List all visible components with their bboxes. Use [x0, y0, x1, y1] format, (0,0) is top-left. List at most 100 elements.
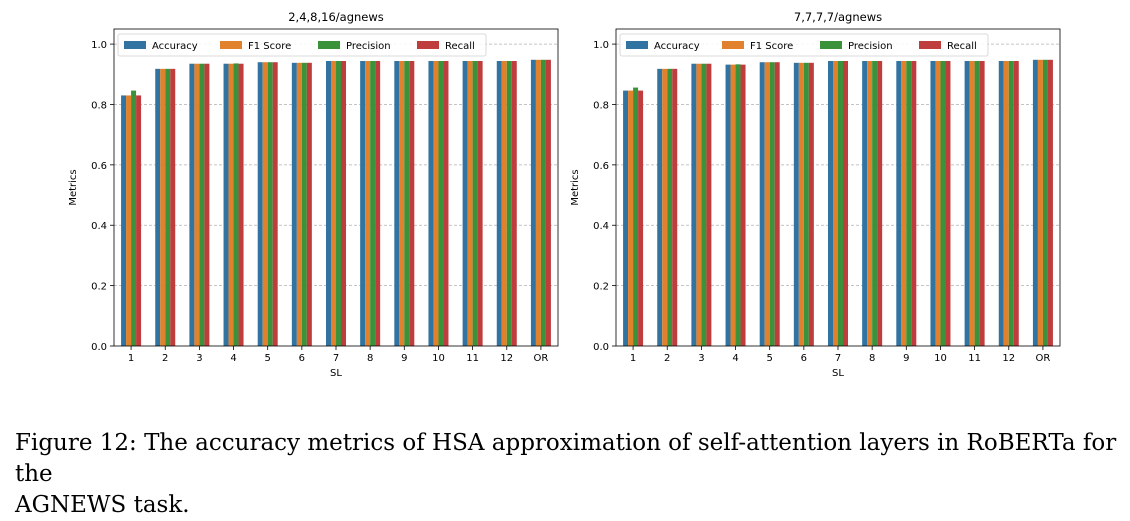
bar-accuracy [623, 90, 629, 347]
bar-recall [706, 63, 712, 346]
bar-accuracy [291, 62, 297, 347]
bar-f1-score [764, 62, 770, 346]
y-tick-label: 0.6 [593, 161, 609, 172]
bar-recall [545, 59, 551, 347]
bar-recall [877, 61, 883, 347]
y-tick-label: 1.0 [91, 40, 107, 51]
legend-label: Recall [947, 41, 977, 52]
bar-f1-score [730, 64, 736, 347]
x-tick-label: 6 [299, 353, 305, 364]
bar-recall [740, 64, 746, 347]
x-tick-label: 11 [968, 353, 981, 364]
y-tick-label: 0.2 [91, 282, 107, 293]
x-tick-label: 9 [401, 353, 407, 364]
bar-recall [204, 63, 210, 346]
bar-f1-score [798, 62, 804, 347]
bar-accuracy [725, 64, 731, 347]
legend-swatch-precision [318, 41, 340, 49]
x-tick-label: 1 [128, 353, 134, 364]
legend: Accuracy F1 Score Precision Recall [117, 33, 487, 57]
legend-box [117, 33, 487, 57]
legend-swatch-recall [417, 41, 439, 49]
bar-f1-score [433, 61, 439, 347]
bar-f1-score [126, 95, 132, 347]
bar-recall [136, 95, 142, 347]
x-tick-label: 12 [500, 353, 513, 364]
bar-accuracy [759, 62, 765, 346]
legend-label: Precision [848, 41, 893, 52]
bar-precision [131, 90, 137, 347]
x-tick-label: 9 [903, 353, 909, 364]
bar-f1-score [399, 61, 405, 347]
bar-precision [1042, 59, 1048, 347]
bar-f1-score [662, 68, 668, 346]
figure: 0.00.20.40.60.81.01 2 3 4 5 6 7 8 9 10 11 12 OR2,4,8… [68, 10, 1061, 379]
bar-accuracy [462, 61, 468, 347]
legend-swatch-f1-score [220, 41, 242, 49]
bar-recall [443, 61, 449, 347]
x-tick-label: 1 [630, 353, 636, 364]
bar-precision [199, 63, 205, 346]
bar-accuracy [360, 61, 366, 347]
bar-precision [165, 68, 171, 346]
bar-accuracy [964, 61, 970, 347]
bar-accuracy [930, 61, 936, 347]
legend: Accuracy F1 Score Precision Recall [619, 33, 989, 57]
bar-precision [701, 63, 707, 346]
x-tick-label: 10 [432, 353, 445, 364]
bar-accuracy [828, 61, 833, 347]
x-tick-label: 8 [367, 353, 373, 364]
x-tick-label: 3 [698, 353, 704, 364]
x-tick-label: 4 [732, 353, 738, 364]
bar-precision [438, 61, 444, 347]
bar-precision [336, 61, 341, 347]
bar-precision [974, 61, 980, 347]
x-tick-label: 8 [869, 353, 875, 364]
x-tick-label: 4 [230, 353, 236, 364]
bar-precision [872, 61, 878, 347]
x-tick-label: 3 [196, 353, 202, 364]
bar-precision [803, 62, 809, 347]
legend-label: F1 Score [248, 41, 291, 52]
legend-swatch-f1-score [722, 41, 744, 49]
chart-right: 0.00.20.40.60.81.01 2 3 4 5 6 7 8 9 10 11 12 OR7,7,7… [570, 10, 1061, 379]
bar-recall [375, 61, 381, 347]
bar-f1-score [296, 62, 302, 347]
bar-precision [540, 59, 546, 347]
x-tick-label: 12 [1002, 353, 1015, 364]
x-tick-label: 10 [934, 353, 947, 364]
bar-accuracy [793, 62, 799, 347]
legend-swatch-accuracy [626, 41, 648, 49]
y-tick-label: 0.8 [91, 100, 107, 111]
bar-recall [672, 68, 678, 346]
y-axis-label: Metrics [570, 169, 581, 205]
bar-accuracy [428, 61, 434, 347]
bar-accuracy [394, 61, 400, 347]
bar-recall [511, 61, 517, 347]
bar-recall [409, 61, 415, 347]
y-tick-label: 0.8 [593, 100, 609, 111]
legend-label: Recall [445, 41, 475, 52]
x-tick-label: 2 [162, 353, 168, 364]
bar-f1-score [1037, 59, 1043, 347]
bar-precision [472, 61, 478, 347]
bar-recall [1013, 61, 1019, 347]
legend-label: Precision [346, 41, 391, 52]
bar-accuracy [896, 61, 902, 347]
legend-label: Accuracy [152, 41, 198, 52]
plot-frame [113, 28, 559, 347]
chart-title: 7,7,7,7/agnews [794, 10, 882, 24]
bar-accuracy [862, 61, 868, 347]
bar-recall [843, 61, 848, 347]
bar-accuracy [121, 95, 127, 347]
bar-precision [633, 87, 639, 347]
x-tick-label: OR [534, 353, 549, 364]
plot-frame [615, 28, 1061, 347]
legend-label: F1 Score [750, 41, 793, 52]
bar-accuracy [530, 59, 536, 347]
bar-f1-score [228, 63, 234, 346]
bar-f1-score [365, 61, 371, 347]
chart-left: 0.00.20.40.60.81.01 2 3 4 5 6 7 8 9 10 11 12 OR2,4,8… [68, 10, 559, 379]
legend-label: Accuracy [654, 41, 700, 52]
bar-recall [477, 61, 483, 347]
